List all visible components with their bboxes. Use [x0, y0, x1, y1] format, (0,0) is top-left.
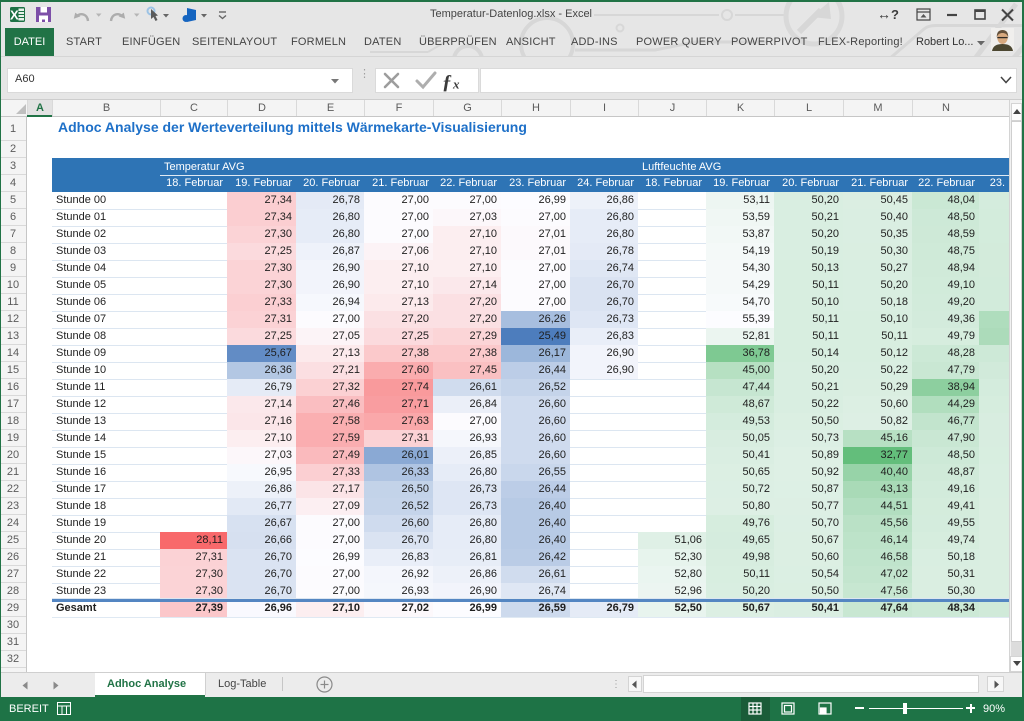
svg-text:X: X: [10, 8, 19, 23]
svg-text:ƒ: ƒ: [442, 71, 452, 92]
svg-text:x: x: [452, 77, 460, 92]
